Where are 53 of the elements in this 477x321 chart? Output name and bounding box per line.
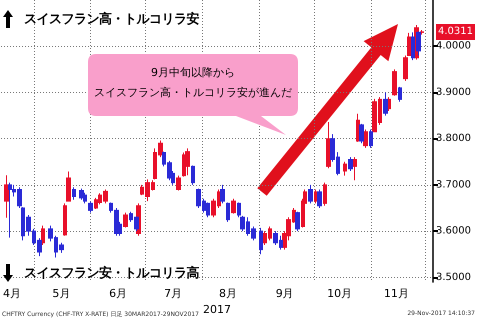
x-tick-label: 6月 (109, 287, 128, 300)
x-tick-label: 10月 (327, 287, 352, 300)
candlestick (123, 212, 128, 228)
annotation: 4.0311 (436, 24, 475, 40)
candlestick (72, 186, 76, 200)
candlestick (259, 227, 263, 255)
y-tick-label: 3.9000 (436, 86, 471, 98)
annotation: スイスフラン高・トルコリラ安 (24, 10, 199, 28)
x-axis-title: 2017 (203, 302, 232, 316)
candlestick (420, 30, 424, 36)
annotation: スイスフラン高・トルコリラ安が進んだ (93, 85, 293, 101)
candlestick (352, 156, 357, 181)
candlestick (66, 171, 71, 202)
x-tick-label: 7月 (164, 287, 182, 300)
x-tick-label: 4月 (3, 287, 21, 300)
candlestick (63, 202, 67, 236)
candlestick (369, 128, 373, 148)
candlestick (41, 225, 45, 246)
candlestick (392, 68, 397, 96)
x-tick-label: 5月 (52, 287, 70, 300)
candlestick (308, 184, 313, 204)
annotation: 9月中旬以降から (150, 65, 236, 81)
candlestick (8, 182, 12, 238)
y-tick-label: 3.5000 (436, 272, 471, 283)
candlestick (94, 197, 98, 210)
candlestick (348, 156, 353, 172)
candlestick (295, 211, 300, 232)
x-tick-label: 9月 (276, 287, 294, 300)
y-tick-label: 3.8000 (436, 133, 471, 144)
candlestick (323, 182, 327, 206)
candlestick (398, 86, 402, 102)
candlestick (317, 189, 322, 209)
candlestick (88, 201, 93, 214)
y-tick-label: 3.7000 (436, 179, 471, 190)
y-tick-label: 4.0000 (436, 40, 471, 52)
candlestick (206, 202, 210, 218)
candlestick (176, 175, 181, 191)
candlestick (79, 188, 84, 200)
x-tick-label: 8月 (218, 287, 237, 300)
candlestick (359, 123, 364, 144)
candlestick (83, 192, 87, 204)
candlestick (220, 184, 225, 204)
candlestick (226, 202, 230, 222)
candlestick (343, 161, 347, 176)
annotation: スイスフラン安・トルコリラ高 (24, 264, 199, 282)
y-tick-label: 3.6000 (436, 226, 471, 237)
candlestick (4, 174, 9, 218)
candlestick (326, 122, 331, 169)
candlestick (383, 92, 388, 116)
candlestick (191, 165, 195, 186)
x-tick-label: 11月 (384, 287, 409, 300)
candlestick (185, 148, 190, 176)
candlestick (231, 198, 236, 214)
